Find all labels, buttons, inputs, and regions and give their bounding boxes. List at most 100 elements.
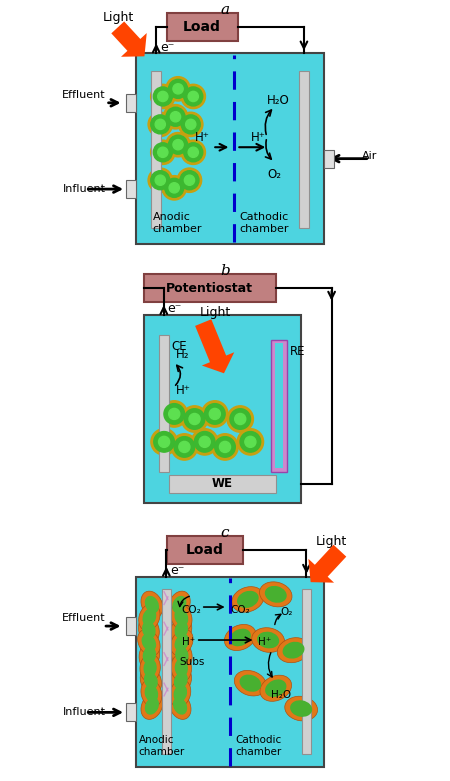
Ellipse shape bbox=[260, 582, 292, 607]
Text: e⁻: e⁻ bbox=[170, 564, 184, 577]
Ellipse shape bbox=[265, 679, 287, 697]
Text: Cathodic
chamber: Cathodic chamber bbox=[235, 735, 281, 757]
Ellipse shape bbox=[175, 608, 188, 626]
Circle shape bbox=[194, 432, 215, 452]
Circle shape bbox=[171, 433, 198, 460]
Text: e⁻: e⁻ bbox=[160, 41, 175, 54]
Text: CO₂: CO₂ bbox=[230, 605, 250, 615]
Ellipse shape bbox=[252, 628, 284, 652]
Text: H⁺: H⁺ bbox=[176, 383, 191, 397]
Circle shape bbox=[148, 168, 172, 192]
Circle shape bbox=[189, 413, 200, 425]
Ellipse shape bbox=[171, 604, 192, 631]
Bar bbox=[271, 341, 287, 473]
Ellipse shape bbox=[277, 637, 310, 663]
Ellipse shape bbox=[138, 629, 160, 656]
Ellipse shape bbox=[142, 634, 156, 651]
Ellipse shape bbox=[172, 596, 186, 613]
Ellipse shape bbox=[140, 654, 160, 682]
Ellipse shape bbox=[232, 587, 264, 612]
Text: H⁺: H⁺ bbox=[182, 637, 195, 647]
Circle shape bbox=[153, 87, 172, 106]
Bar bbox=[162, 589, 171, 754]
Text: Light: Light bbox=[103, 11, 135, 24]
Circle shape bbox=[171, 112, 180, 122]
Circle shape bbox=[230, 408, 251, 430]
Circle shape bbox=[181, 140, 206, 165]
Text: Light: Light bbox=[200, 306, 231, 319]
Circle shape bbox=[174, 437, 195, 457]
Circle shape bbox=[153, 143, 172, 162]
Circle shape bbox=[184, 143, 203, 162]
Circle shape bbox=[158, 147, 168, 158]
Bar bbox=[144, 274, 276, 302]
Bar bbox=[144, 315, 301, 503]
Ellipse shape bbox=[171, 641, 192, 669]
Ellipse shape bbox=[175, 646, 189, 665]
Circle shape bbox=[209, 408, 220, 419]
Text: b: b bbox=[220, 264, 230, 278]
Ellipse shape bbox=[139, 604, 160, 631]
Text: Subs: Subs bbox=[179, 658, 205, 668]
Text: WE: WE bbox=[212, 477, 233, 490]
Circle shape bbox=[164, 404, 184, 424]
Circle shape bbox=[169, 80, 188, 98]
Circle shape bbox=[188, 91, 198, 102]
Circle shape bbox=[181, 115, 200, 134]
Ellipse shape bbox=[141, 693, 163, 719]
Circle shape bbox=[173, 84, 183, 94]
Bar bbox=[299, 71, 309, 228]
Circle shape bbox=[180, 171, 199, 190]
Ellipse shape bbox=[141, 591, 163, 618]
Ellipse shape bbox=[283, 642, 305, 658]
Circle shape bbox=[179, 441, 190, 452]
Circle shape bbox=[166, 107, 185, 127]
Circle shape bbox=[184, 408, 205, 430]
Text: Air: Air bbox=[362, 151, 378, 161]
Ellipse shape bbox=[145, 697, 159, 715]
Ellipse shape bbox=[175, 659, 188, 677]
Text: Cathodic
chamber: Cathodic chamber bbox=[239, 212, 288, 234]
Text: Effluent: Effluent bbox=[62, 90, 106, 100]
Circle shape bbox=[227, 406, 253, 432]
Bar bbox=[126, 94, 136, 112]
Text: CE: CE bbox=[171, 341, 187, 353]
Ellipse shape bbox=[139, 641, 160, 669]
Text: H₂: H₂ bbox=[176, 348, 190, 361]
Bar bbox=[324, 150, 334, 168]
Circle shape bbox=[163, 105, 188, 129]
Circle shape bbox=[184, 175, 194, 185]
Circle shape bbox=[237, 429, 264, 455]
Ellipse shape bbox=[175, 634, 189, 651]
Text: e⁻: e⁻ bbox=[168, 302, 182, 316]
Circle shape bbox=[151, 115, 170, 134]
Bar bbox=[166, 536, 243, 564]
Circle shape bbox=[148, 112, 172, 137]
Text: Light: Light bbox=[315, 534, 347, 547]
Ellipse shape bbox=[225, 625, 256, 651]
Text: Effluent: Effluent bbox=[62, 613, 106, 623]
Ellipse shape bbox=[171, 629, 193, 656]
Circle shape bbox=[155, 119, 166, 130]
Ellipse shape bbox=[285, 696, 318, 721]
Bar bbox=[136, 53, 324, 244]
Ellipse shape bbox=[142, 621, 156, 639]
Circle shape bbox=[240, 432, 261, 452]
Bar bbox=[169, 475, 276, 493]
Ellipse shape bbox=[145, 596, 159, 613]
Ellipse shape bbox=[170, 667, 192, 694]
Circle shape bbox=[165, 178, 184, 198]
Bar bbox=[126, 704, 136, 722]
Circle shape bbox=[202, 401, 228, 427]
Ellipse shape bbox=[290, 701, 312, 717]
Bar bbox=[166, 12, 238, 41]
Ellipse shape bbox=[141, 679, 162, 707]
Ellipse shape bbox=[143, 646, 156, 665]
Circle shape bbox=[181, 84, 206, 109]
Text: Influent: Influent bbox=[63, 708, 106, 718]
Circle shape bbox=[169, 183, 180, 193]
Circle shape bbox=[151, 84, 175, 109]
Circle shape bbox=[205, 404, 225, 424]
Bar bbox=[136, 576, 324, 767]
Circle shape bbox=[179, 112, 203, 137]
